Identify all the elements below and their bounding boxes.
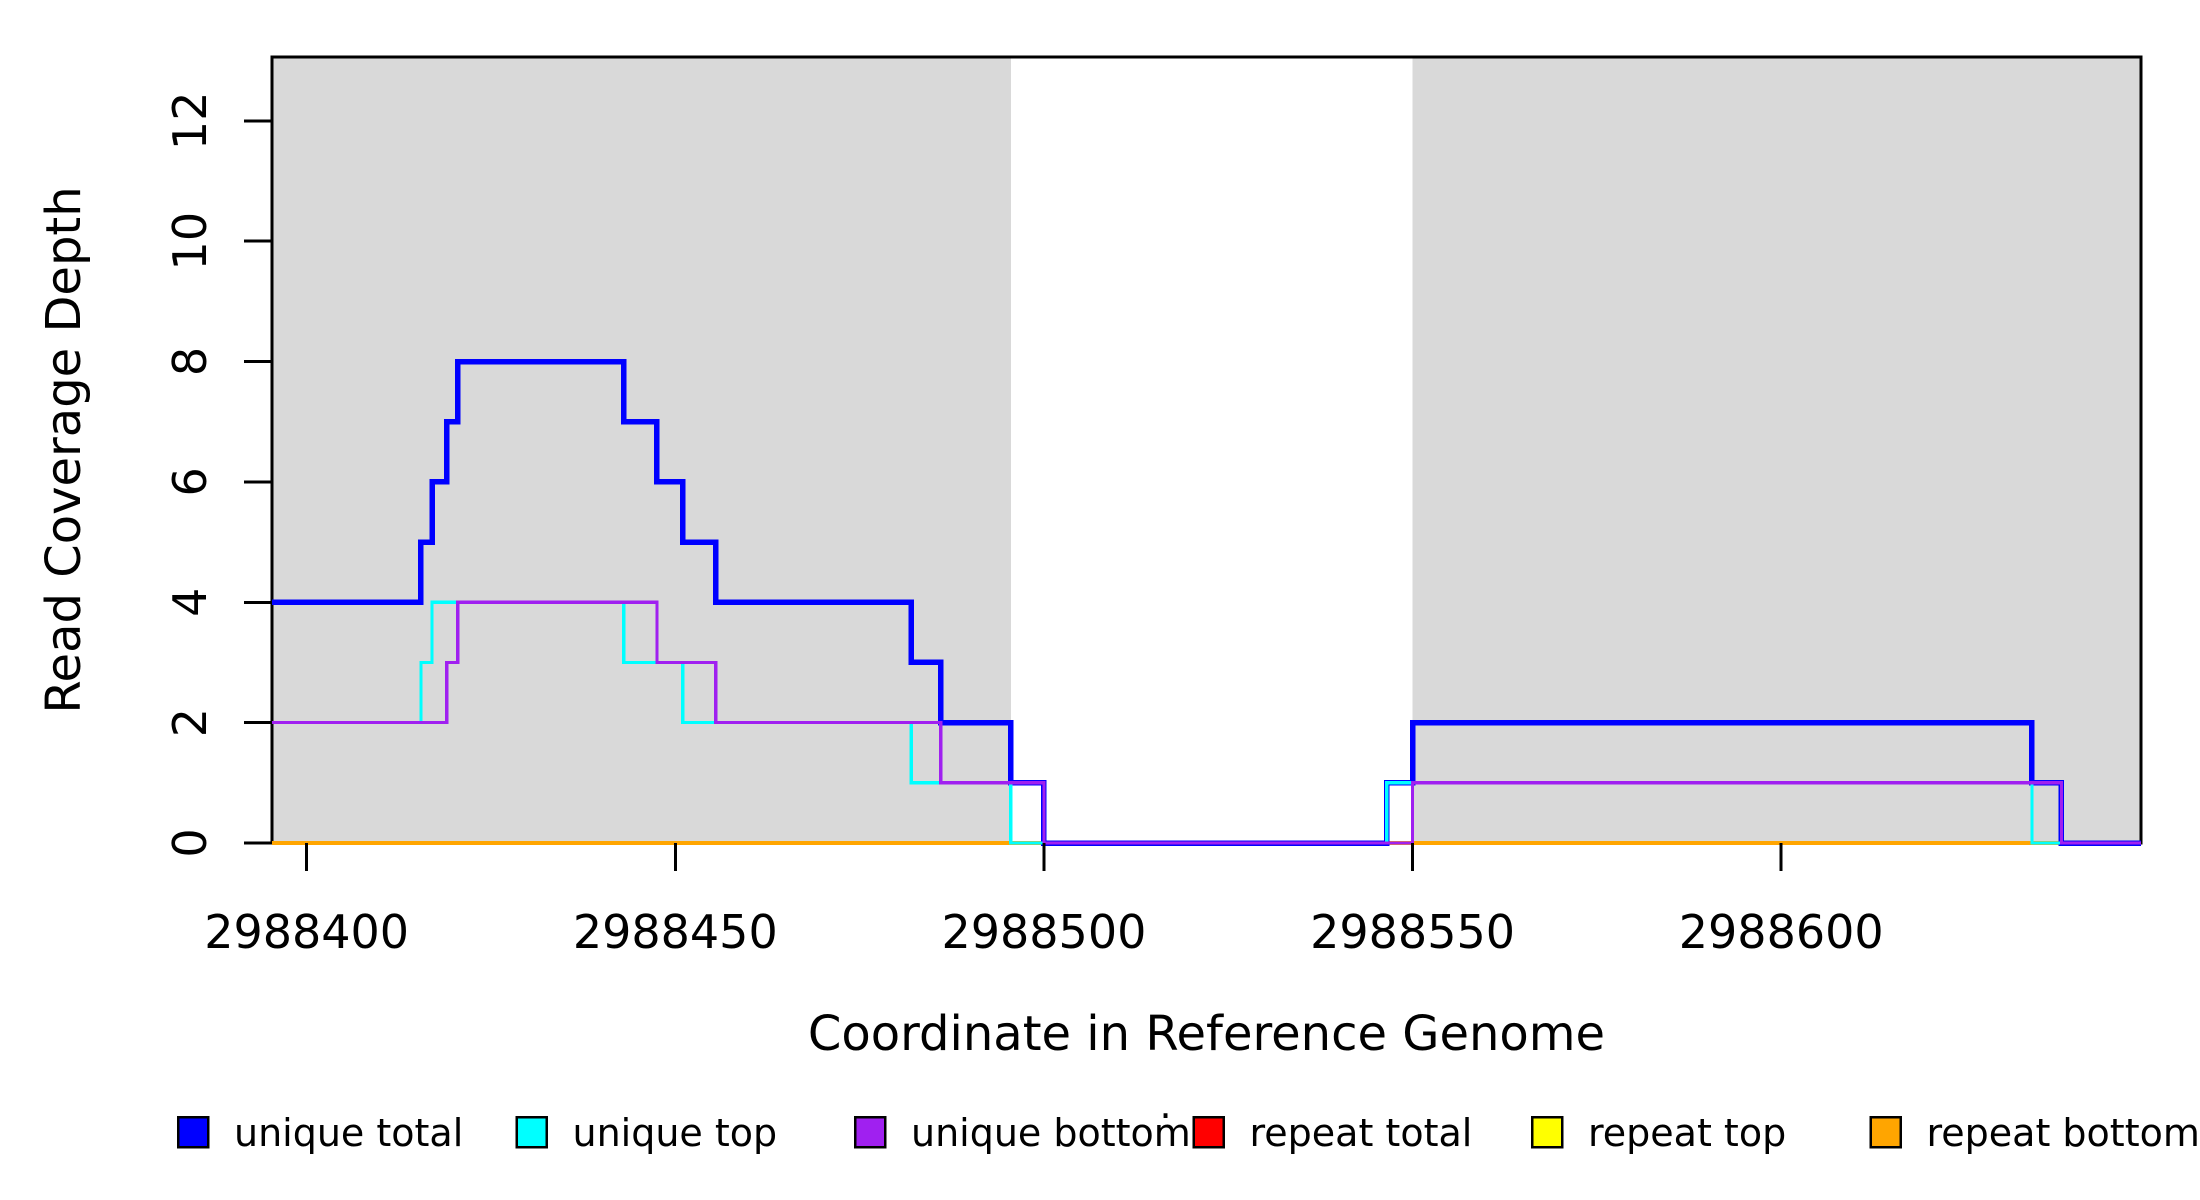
unique-mappability-block-left bbox=[272, 57, 1011, 843]
y-tick-label: 10 bbox=[163, 212, 217, 271]
legend-swatch-repeat-total bbox=[1192, 1115, 1225, 1149]
legend-swatch-unique-total bbox=[176, 1115, 210, 1149]
x-tick-label: 2988500 bbox=[941, 905, 1146, 959]
legend-label: unique total bbox=[234, 1111, 463, 1155]
unique-mappability-block-right bbox=[1412, 57, 2141, 843]
legend-item-repeat-top: repeat top bbox=[1530, 1111, 1786, 1155]
legend-label: repeat total bbox=[1250, 1111, 1473, 1155]
legend-item-unique-bottom: unique bottom bbox=[853, 1111, 1191, 1155]
legend-label: unique bottom bbox=[911, 1111, 1191, 1155]
y-tick-label: 4 bbox=[163, 588, 217, 617]
y-axis-title: Read Coverage Depth bbox=[36, 186, 92, 713]
x-tick-label: 2988400 bbox=[204, 905, 409, 959]
x-tick-label: 2988450 bbox=[573, 905, 778, 959]
series-line-unique-total bbox=[272, 358, 2141, 846]
x-axis-title: Coordinate in Reference Genome bbox=[808, 1006, 1605, 1062]
legend-swatch-unique-top bbox=[515, 1115, 548, 1149]
legend-item-unique-total: unique total bbox=[176, 1111, 463, 1155]
y-tick-label: 2 bbox=[163, 708, 217, 737]
legend-swatch-unique-bottom bbox=[853, 1115, 887, 1149]
x-tick-label: 2988600 bbox=[1679, 905, 1884, 959]
legend-item-repeat-bottom: repeat bottom bbox=[1869, 1111, 2200, 1155]
legend-swatch-repeat-bottom bbox=[1869, 1115, 1902, 1149]
series-line-unique-bottom bbox=[272, 600, 2141, 845]
x-tick-label: 2988550 bbox=[1310, 905, 1515, 959]
legend-item-unique-top: unique top bbox=[515, 1111, 778, 1155]
legend-label: unique top bbox=[573, 1111, 778, 1155]
y-tick-label: 0 bbox=[163, 828, 217, 857]
legend-stray-mark: · bbox=[1159, 1094, 1171, 1138]
legend-swatch-repeat-top bbox=[1530, 1115, 1564, 1149]
y-tick-label: 6 bbox=[163, 467, 217, 496]
y-tick-label: 12 bbox=[163, 92, 217, 151]
legend-label: repeat top bbox=[1588, 1111, 1786, 1155]
y-tick-label: 8 bbox=[163, 347, 217, 376]
legend-item-repeat-total: repeat total bbox=[1192, 1111, 1473, 1155]
legend-label: repeat bottom bbox=[1927, 1111, 2200, 1155]
